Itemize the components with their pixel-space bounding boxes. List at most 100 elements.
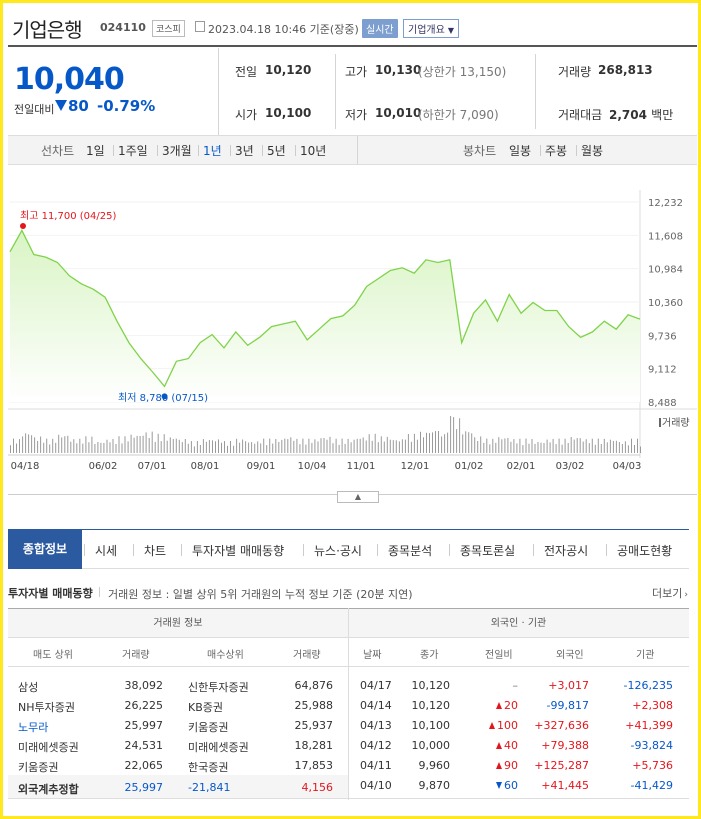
x-tick-label: 03/02 [556, 461, 585, 472]
volume-bar [139, 436, 141, 453]
tab-item[interactable]: 차트 [144, 544, 167, 558]
period-tab[interactable]: 3년 [235, 144, 254, 158]
volume-bar [269, 438, 271, 453]
candle-tab[interactable]: 일봉 [509, 144, 532, 158]
volume-bar [353, 439, 355, 453]
open-label: 시가 [235, 108, 258, 122]
amount-label: 거래대금 [558, 108, 603, 122]
volume-bar [230, 441, 231, 453]
volume-bar [70, 441, 72, 453]
volume-bar [441, 436, 443, 454]
volume-bar [356, 438, 358, 453]
tab-item[interactable]: 투자자별 매매동향 [192, 544, 285, 558]
collapse-chart-button[interactable]: ▲ [337, 491, 379, 503]
table-divider [8, 798, 689, 799]
table-divider [8, 666, 689, 667]
volume-bar [79, 438, 81, 453]
tab-item[interactable]: 전자공시 [544, 544, 589, 558]
foreign-net: -99,817 [546, 699, 589, 712]
tab-item[interactable]: 종목분석 [388, 544, 433, 558]
volume-bar [365, 440, 367, 453]
volume-bar [76, 443, 78, 453]
low-value: 10,010 [375, 106, 422, 120]
volume-bar [10, 445, 11, 453]
volume-bar [31, 435, 33, 453]
volume-bar [332, 443, 334, 453]
period-tab[interactable]: 1년 [203, 144, 222, 158]
volume-bar [16, 443, 17, 453]
broker-buy-volume: 64,876 [294, 679, 334, 692]
volume-bar [429, 433, 430, 453]
volume-bar [199, 445, 201, 453]
volume-bar [97, 442, 99, 453]
volume-bar [163, 434, 165, 453]
period-tab[interactable]: 10년 [300, 144, 327, 158]
tab-item[interactable]: 종목토론실 [460, 544, 516, 558]
candle-tab[interactable]: 월봉 [581, 144, 604, 158]
foreign-close: 10,120 [411, 699, 451, 712]
volume-bar [606, 442, 608, 453]
volume-bar [208, 440, 210, 453]
volume-bar [588, 443, 590, 453]
volume-bar [480, 436, 482, 453]
volume-bar [555, 444, 557, 453]
tab-overview[interactable]: 종합정보 [8, 529, 82, 569]
volume-bar [558, 438, 560, 453]
foreign-date: 04/11 [360, 759, 392, 772]
foreign-date: 04/12 [360, 739, 392, 752]
tab-item[interactable]: 뉴스·공시 [314, 544, 362, 558]
volume-bar [350, 442, 352, 453]
volume-bar [169, 437, 171, 453]
broker-buy-name: 미래에셋증권 [188, 741, 249, 754]
volume-bar [579, 438, 581, 453]
foreign-date: 04/13 [360, 719, 392, 732]
low-label: 저가 [345, 108, 368, 122]
more-link[interactable]: 더보기 › [652, 585, 688, 601]
tab-item[interactable]: 시세 [95, 544, 118, 558]
volume-bar [374, 433, 376, 453]
foreign-change: – [438, 679, 519, 692]
company-overview-dropdown[interactable]: 기업개요 ▼ [403, 19, 459, 38]
more-link-label: 더보기 [652, 587, 683, 600]
volume-bar [383, 441, 385, 453]
volume-bar [377, 442, 379, 453]
tab-item[interactable]: 공매도현황 [617, 544, 673, 558]
realtime-button[interactable]: 실시간 [362, 19, 398, 38]
volume-bar [49, 444, 51, 453]
broker-buy-name: KB증권 [188, 701, 223, 714]
investor-section-desc: 거래원 정보 : 일별 상위 5위 거래원의 누적 정보 기준 (20분 지연) [108, 588, 413, 601]
period-tab[interactable]: 1일 [86, 144, 105, 158]
x-tick-label: 10/04 [298, 461, 327, 472]
volume-bar [202, 439, 204, 453]
volume-bar [166, 440, 168, 453]
volume-bar [624, 441, 626, 453]
volume-bar [359, 438, 361, 453]
period-tab[interactable]: 5년 [267, 144, 286, 158]
price-area [10, 230, 640, 402]
volume-bar [178, 439, 180, 453]
volume-bar [564, 438, 566, 453]
volume-bar [453, 417, 455, 453]
current-price: 10,040 [14, 62, 125, 97]
volume-bar [28, 434, 30, 453]
volume-bar [82, 443, 84, 453]
foreign-change-value: 60 [504, 779, 518, 792]
foreign-change: 90 [438, 759, 518, 772]
candle-tab[interactable]: 주봉 [545, 144, 568, 158]
period-tab[interactable]: 1주일 [118, 144, 148, 158]
divider [335, 54, 336, 129]
volume-bar [245, 441, 247, 453]
period-tab[interactable]: 3개월 [162, 144, 192, 158]
volume-bar [522, 445, 524, 453]
high-label: 고가 [345, 65, 368, 79]
volume-bar [576, 438, 578, 453]
volume-bar [88, 442, 90, 453]
volume-bar [594, 444, 596, 453]
chevron-up-icon: ▲ [354, 492, 362, 501]
volume-bar [22, 436, 24, 453]
volume-bar [218, 439, 219, 453]
volume-bar [233, 445, 235, 453]
volume-bar [260, 443, 262, 453]
volume-bar [196, 441, 198, 453]
